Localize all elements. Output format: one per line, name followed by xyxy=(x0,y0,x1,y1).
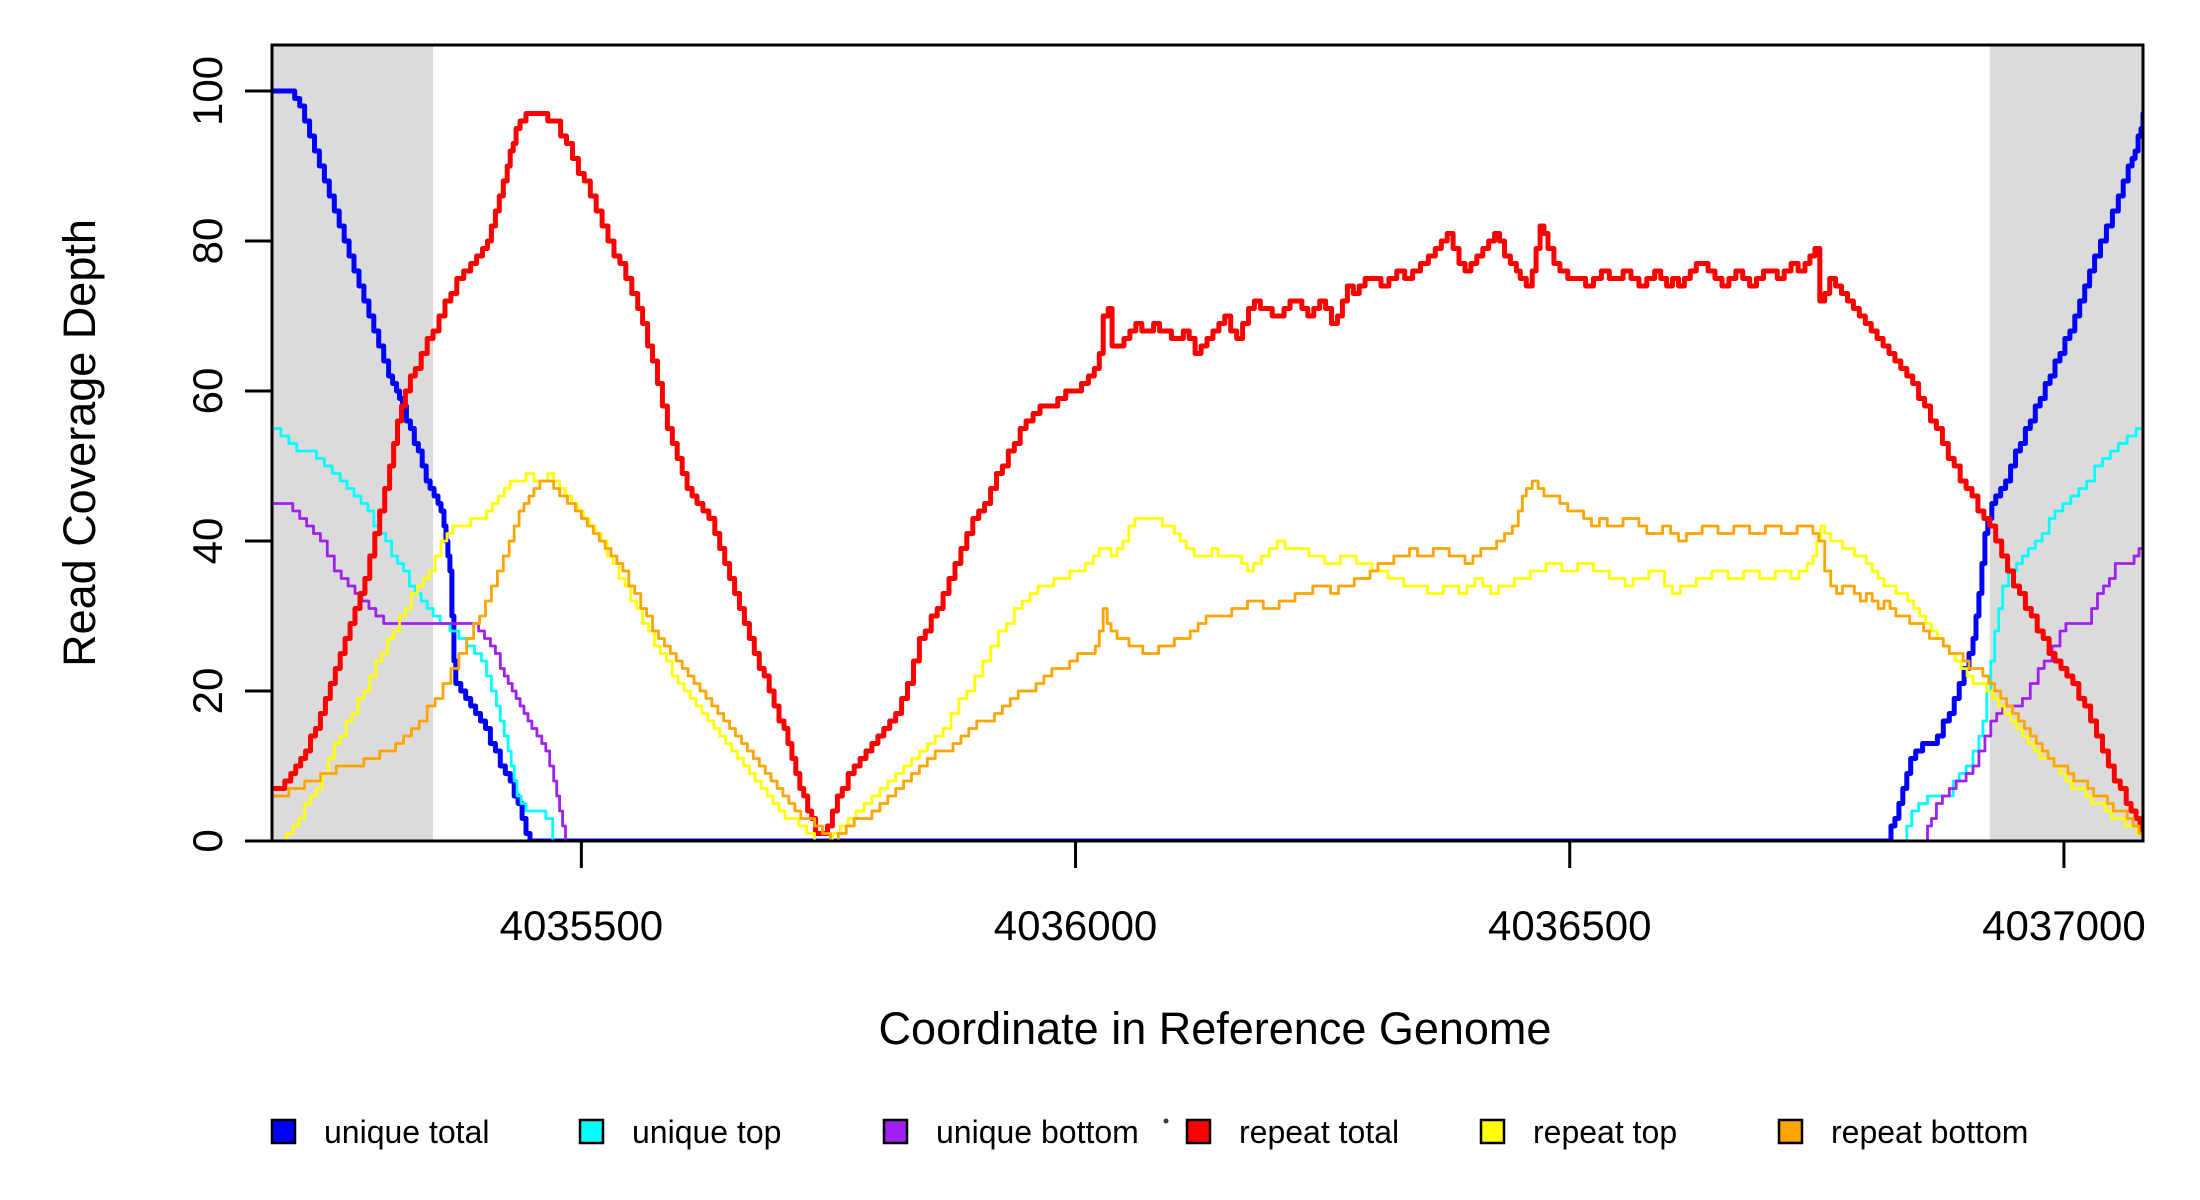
series-unique-total xyxy=(272,88,2143,842)
shaded-regions xyxy=(272,45,2143,841)
legend-swatch xyxy=(270,1118,297,1145)
legend-label: repeat total xyxy=(1239,1114,1399,1150)
legend-item-repeat-total: repeat total xyxy=(1185,1114,1399,1150)
legend-swatch xyxy=(1777,1118,1804,1145)
x-tick-label: 4035500 xyxy=(500,902,664,949)
legend-label: unique bottom xyxy=(936,1114,1139,1150)
axes: 4035500 4036000 4036500 4037000 0 20 40 60 80 100 xyxy=(184,43,2146,949)
legend-item-repeat-bottom: repeat bottom xyxy=(1777,1114,2028,1150)
x-tick-label: 4036000 xyxy=(994,902,1158,949)
legend-label: unique total xyxy=(324,1114,489,1150)
series-lines xyxy=(272,88,2143,842)
y-tick-label: 40 xyxy=(184,518,231,565)
legend-item-unique-bottom: unique bottom xyxy=(882,1114,1139,1150)
y-tick-label: 20 xyxy=(184,668,231,715)
series-unique-top xyxy=(272,427,2143,842)
legend-item-unique-top: unique top xyxy=(578,1114,781,1150)
series-repeat-bottom xyxy=(272,479,2143,842)
x-tick-label: 4037000 xyxy=(1982,902,2146,949)
legend-swatch xyxy=(1479,1118,1506,1145)
y-tick-label: 100 xyxy=(184,56,231,126)
stray-artifact-dot xyxy=(1163,1118,1169,1124)
legend: unique total unique top unique bottom repea… xyxy=(270,1114,2028,1150)
legend-label: repeat bottom xyxy=(1831,1114,2028,1150)
legend-swatch xyxy=(1185,1118,1212,1145)
x-tick-label: 4036500 xyxy=(1488,902,1652,949)
shaded-region-left-flank xyxy=(272,45,434,841)
y-tick-label: 60 xyxy=(184,368,231,415)
y-tick-label: 80 xyxy=(184,218,231,265)
series-repeat-top xyxy=(272,472,2143,842)
legend-swatch xyxy=(882,1118,909,1145)
legend-item-unique-total: unique total xyxy=(270,1114,489,1150)
x-axis-title: Coordinate in Reference Genome xyxy=(879,1003,1552,1054)
legend-label: repeat top xyxy=(1533,1114,1677,1150)
legend-item-repeat-top: repeat top xyxy=(1479,1114,1677,1150)
legend-label: unique top xyxy=(632,1114,781,1150)
series-unique-bottom xyxy=(272,502,2143,842)
y-axis-title: Read Coverage Depth xyxy=(54,219,105,667)
plot-box xyxy=(270,43,2145,843)
legend-swatch xyxy=(578,1118,605,1145)
series-repeat-total xyxy=(272,111,2143,836)
y-tick-label: 0 xyxy=(184,829,231,852)
